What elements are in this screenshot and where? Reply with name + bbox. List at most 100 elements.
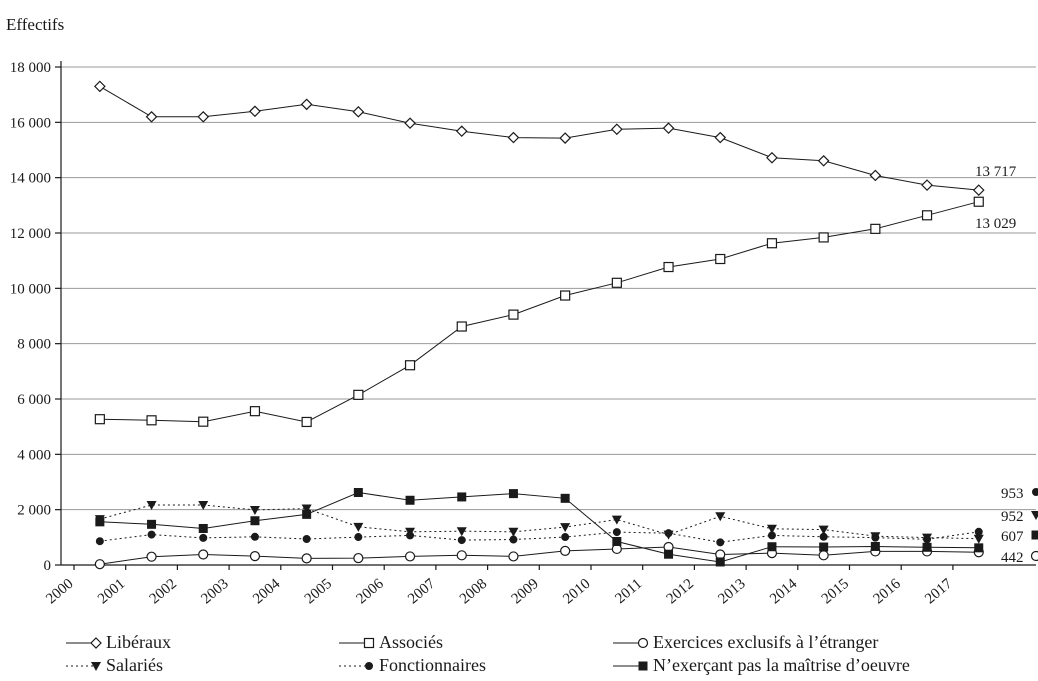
data-point-non-exercant [612,536,622,546]
data-point-liberaux [714,131,727,144]
y-tick-label: 6 000 [17,392,51,408]
series-line-associes [99,201,979,423]
data-point-non-exercant [457,492,467,502]
data-point-fonctionnaires [457,536,466,545]
y-tick-label: 16 000 [10,115,51,131]
data-point-associes [249,406,261,417]
data-point-liberaux [197,110,210,123]
data-point-associes [198,416,209,427]
legend-marker [91,662,101,671]
legend-marker [365,662,373,670]
end-label: 952 [1001,509,1024,525]
y-tick-label: 12 000 [10,226,51,242]
legend-label: Exercices exclusifs à l’étranger [653,632,878,652]
y-tick-label: 2 000 [17,503,51,519]
data-point-fonctionnaires [302,534,311,543]
x-tick-label: 2004 [250,575,284,607]
data-point-non-exercant [767,542,777,552]
data-point-fonctionnaires [95,537,104,546]
end-label: 13 029 [975,216,1016,232]
data-point-etranger [818,550,829,561]
x-tick-label: 2011 [612,576,645,607]
data-point-salaries [301,504,312,514]
legend-item: Libéraux [66,632,171,652]
data-point-etranger [249,551,261,562]
data-point-salaries [146,500,157,510]
legend-label: Libéraux [106,632,171,652]
data-point-associes [146,415,157,426]
data-point-fonctionnaires [767,531,776,540]
legend-item: Exercices exclusifs à l’étranger [613,632,878,652]
data-point-fonctionnaires [819,532,828,541]
data-point-salaries [198,500,209,510]
data-point-liberaux [869,169,882,182]
legend-marker [90,637,102,649]
data-point-associes [973,196,984,207]
data-point-fonctionnaires [509,535,518,544]
x-tick-label: 2015 [819,576,852,608]
series-line-non-exercant [99,491,979,563]
end-label-marker [1031,511,1038,520]
y-tick-label: 14 000 [10,171,51,187]
data-point-non-exercant [560,493,570,503]
data-point-non-exercant [405,495,415,505]
data-point-fonctionnaires [716,538,725,547]
end-label: 607 [1001,529,1024,545]
series-line-liberaux [99,85,979,191]
data-point-etranger [404,551,416,562]
x-tick-label: 2003 [198,576,231,608]
data-point-non-exercant [819,542,829,552]
y-tick-label: 18 000 [10,60,51,76]
data-point-liberaux [404,117,416,130]
data-point-fonctionnaires [561,533,570,542]
data-point-liberaux [300,98,313,111]
data-point-liberaux [921,179,933,191]
data-point-associes [508,309,519,320]
data-point-etranger [146,551,157,562]
data-point-liberaux [817,154,830,167]
x-tick-label: 2007 [405,575,439,607]
data-point-etranger [456,550,467,561]
legend-label: Associés [379,632,443,652]
legend-item: Salariés [66,655,163,675]
series-line-salaries [99,504,979,540]
data-point-salaries [922,533,933,543]
data-point-associes [818,232,829,243]
data-point-salaries [405,527,416,537]
legend-marker [638,661,648,671]
data-point-associes [766,238,778,249]
x-tick-label: 2010 [560,576,593,608]
data-point-salaries [818,525,829,535]
data-point-salaries [508,527,519,537]
data-point-non-exercant [664,549,674,559]
data-point-etranger [353,552,364,564]
y-tick-label: 10 000 [10,281,51,297]
legend-label: Fonctionnaires [379,655,486,675]
data-point-liberaux [611,123,623,136]
data-point-associes [353,389,364,400]
y-tick-label: 8 000 [17,337,51,353]
data-point-salaries [611,515,622,525]
data-point-non-exercant [95,517,105,527]
y-axis-title: Effectifs [6,15,64,34]
data-point-associes [94,414,105,425]
data-point-associes [301,416,312,428]
data-point-liberaux [455,125,468,138]
data-point-non-exercant [870,541,880,551]
data-point-salaries [715,512,726,522]
x-tick-label: 2006 [354,575,388,607]
x-tick-label: 2008 [457,576,490,608]
legend-item: Associés [339,632,443,652]
data-point-fonctionnaires [250,532,259,541]
series-line-fonctionnaires [99,531,979,543]
legend-item: Fonctionnaires [339,655,486,675]
x-tick-label: 2005 [302,576,335,608]
end-label: 953 [1001,486,1024,502]
data-point-liberaux [249,105,261,118]
data-point-associes [921,210,933,221]
data-point-associes [611,277,622,288]
data-point-salaries [870,532,881,542]
y-tick-label: 0 [44,558,52,574]
data-point-salaries [353,522,364,532]
